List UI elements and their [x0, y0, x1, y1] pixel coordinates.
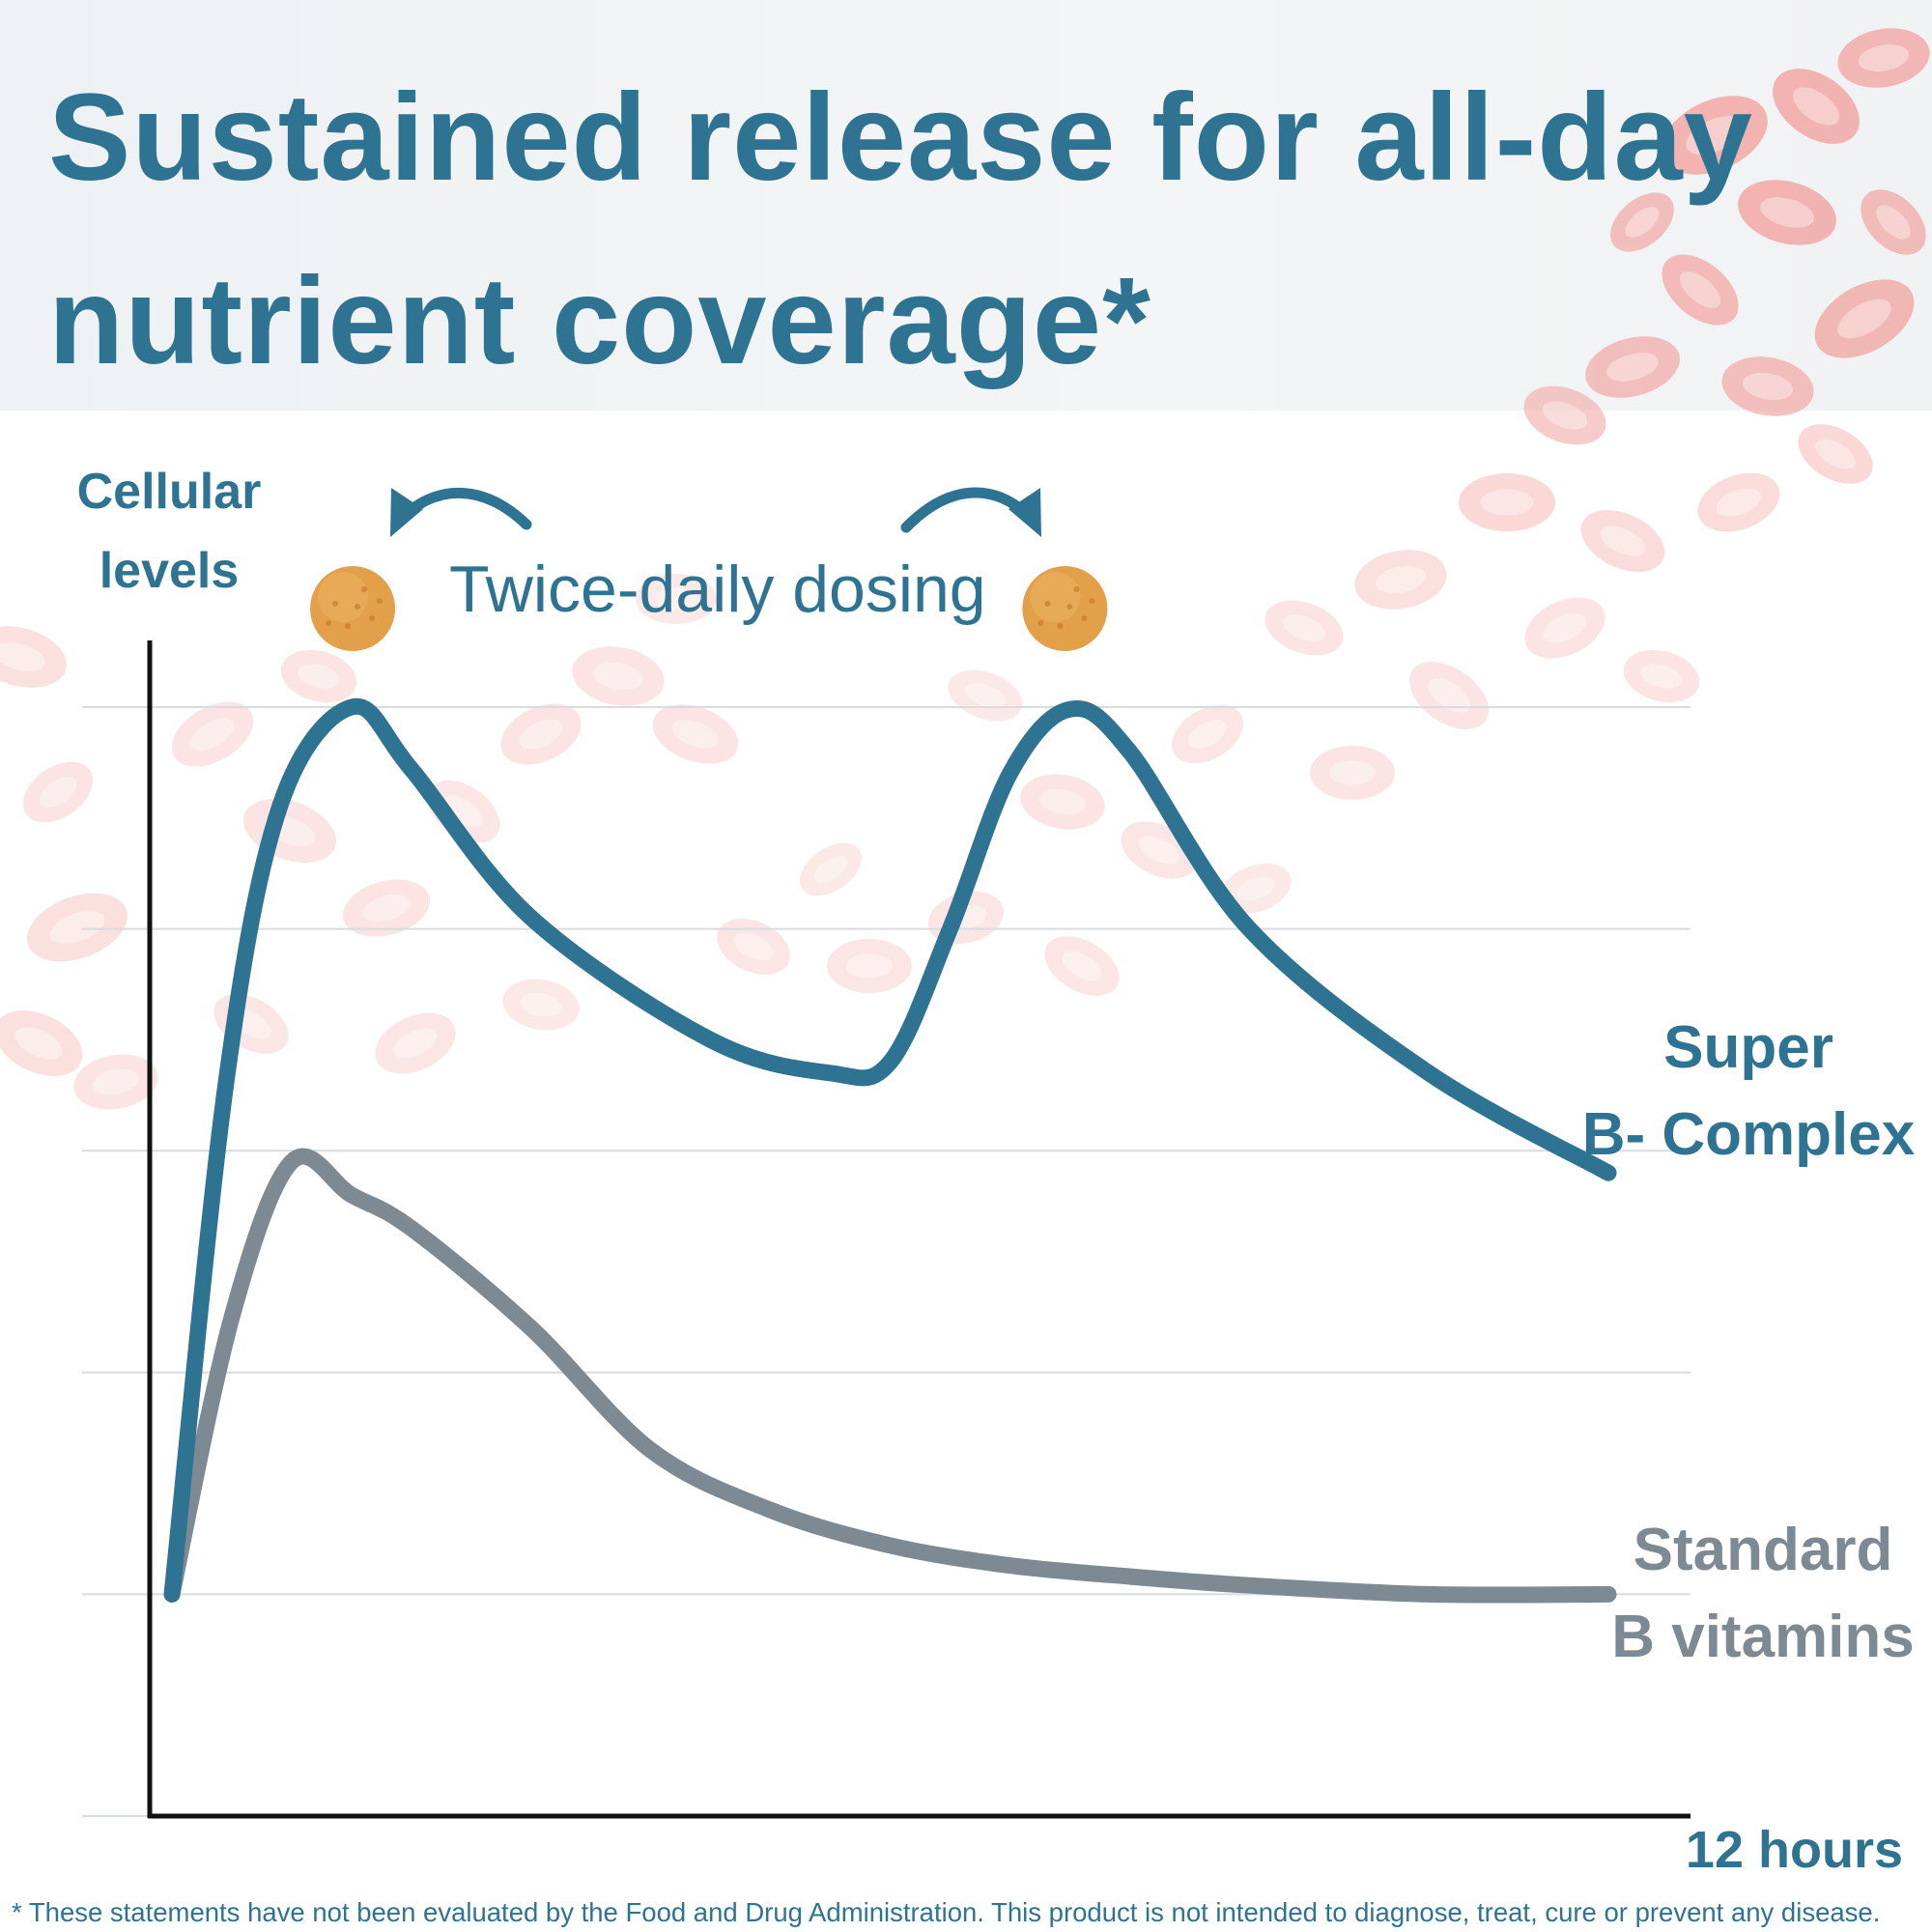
pill-icon: [310, 566, 396, 651]
series-label-standard-line-1: Standard: [1633, 1517, 1893, 1583]
blood-cell: [27, 893, 128, 962]
left-arrowhead-icon: [390, 488, 423, 537]
blood-cell: [73, 1054, 158, 1110]
page-title: Sustained release for all-day nutrient c…: [48, 46, 1787, 413]
blood-cell: [1837, 28, 1930, 88]
blood-cell: [717, 918, 790, 976]
blood-cell: [1798, 424, 1873, 484]
blood-cell: [1310, 746, 1395, 800]
blood-cell: [1220, 863, 1292, 915]
blood-cell: [280, 649, 357, 703]
blood-cell: [500, 703, 582, 765]
blood-cell: [1044, 936, 1120, 996]
blood-cell: [799, 842, 863, 896]
header-band: [0, 0, 1932, 411]
blood-cell: [342, 879, 431, 937]
title-line-1: Sustained release for all-day: [48, 69, 1753, 207]
blood-cell: [1585, 336, 1680, 398]
series-line-super-b-complex: [163, 697, 1617, 1603]
blood-cell: [1697, 472, 1780, 532]
y-axis-label-line-2: levels: [99, 543, 240, 599]
y-axis-label: Cellular levels: [53, 452, 285, 611]
blood-cell: [652, 704, 739, 764]
footnote-disclaimer: * These statements have not been evaluat…: [12, 1897, 1881, 1927]
title-line-2: nutrient coverage*: [48, 252, 1151, 390]
blood-cell: [948, 669, 1023, 722]
series-line-standard-b-vitamins: [163, 1148, 1617, 1604]
dosing-annotation: [310, 487, 1108, 651]
blood-cell: [827, 939, 912, 993]
dosing-label: Twice-daily dosing: [449, 553, 986, 626]
blood-cell: [1814, 279, 1915, 358]
blood-cell: [1264, 600, 1344, 656]
blood-cells-decoration: [0, 28, 1930, 1110]
blood-cell: [1610, 192, 1674, 252]
series-label-standard-line-2: B vitamins: [1611, 1604, 1915, 1670]
blood-cell: [1354, 550, 1447, 610]
blood-cell: [636, 574, 717, 624]
blood-cell: [1580, 510, 1665, 572]
blood-cell: [1773, 69, 1860, 144]
chart-gridlines: [82, 706, 1690, 1817]
blood-cell: [1861, 189, 1926, 255]
blood-cell: [0, 626, 67, 688]
blood-cell: [1738, 180, 1836, 245]
blood-cell: [1524, 597, 1605, 659]
series-label-standard-b-vitamins: Standard B vitamins: [1604, 1507, 1922, 1681]
blood-cell: [1020, 774, 1105, 830]
blood-cell: [0, 1010, 83, 1076]
blood-cell: [1409, 662, 1489, 729]
blood-cell: [375, 1012, 456, 1074]
series-label-super-line-2: B- Complex: [1581, 1101, 1916, 1168]
blood-cell: [572, 646, 665, 706]
blood-cell: [502, 979, 580, 1031]
blood-cell: [1721, 356, 1814, 416]
series-label-super-line-1: Super: [1663, 1014, 1833, 1081]
blood-cell: [1172, 704, 1243, 764]
blood-cell: [1523, 385, 1606, 445]
y-axis-label-line-1: Cellular: [76, 464, 262, 520]
right-arrowhead-icon: [1009, 488, 1041, 537]
blood-cell: [1623, 649, 1700, 703]
blood-cell: [213, 994, 289, 1054]
pills: [310, 566, 1108, 651]
pill-icon: [1022, 566, 1108, 651]
x-axis-label: 12 hours: [1685, 1821, 1903, 1879]
blood-cell: [22, 761, 94, 823]
blood-cell: [1662, 96, 1768, 175]
blood-cell: [1459, 473, 1555, 531]
series-layer: [163, 697, 1617, 1604]
blood-cell: [171, 701, 254, 767]
series-label-super-b-complex: Super B- Complex: [1575, 1005, 1922, 1179]
blood-cell: [1662, 254, 1739, 326]
